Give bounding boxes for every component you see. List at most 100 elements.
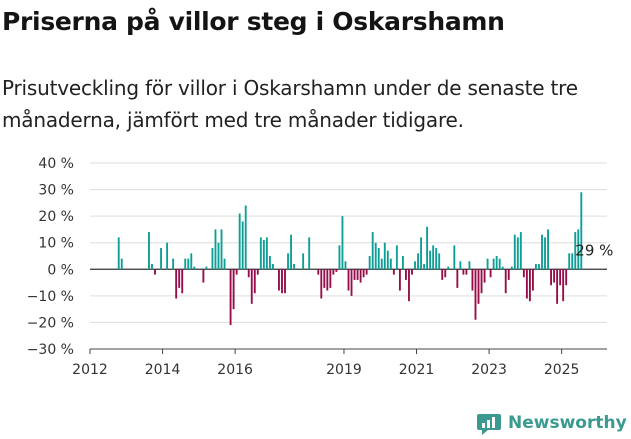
bar [513,234,516,270]
x-tick-label: 2025 [544,362,580,378]
bar [175,269,178,299]
bar [535,263,537,270]
bar [507,269,510,280]
bar [244,205,247,270]
bar [205,266,208,270]
y-tick-label: 20 % [38,209,74,225]
bar [154,269,156,275]
bar [383,242,386,270]
bar-chart: 40 % 30 % 20 % 10 % 0 % −10 % −20 % −30 % 2012 20… [27,156,614,378]
bar [447,266,450,270]
y-tick-label: 40 % [38,156,74,172]
bar [577,229,580,270]
bar [181,269,184,294]
bar [308,237,311,270]
bar [151,263,153,270]
y-tick-label: −30 % [27,342,74,358]
bar [392,269,395,275]
bar [405,269,407,280]
bar [338,245,341,270]
bar [398,269,401,291]
bar [293,263,296,270]
x-tick-label: 2023 [471,362,507,378]
bar [453,245,456,270]
bar [281,269,283,294]
bar [190,253,193,270]
bar [377,248,380,270]
bar [553,269,556,283]
bar [284,269,286,294]
bar [522,269,525,278]
bar [492,258,495,270]
bar [389,258,392,270]
bar [347,269,350,291]
bar [178,269,181,288]
bar [580,192,583,270]
bar [268,256,271,270]
brand-footer: Newsworthy [476,409,627,437]
bar [559,269,562,286]
bar [395,245,398,270]
bar [519,232,522,270]
x-tick-label: 2012 [72,362,108,378]
bar [247,269,250,278]
bar [356,269,359,280]
bar [541,234,543,270]
bar [362,269,365,278]
bar [547,229,549,270]
bar [359,269,362,283]
bar [444,269,447,278]
bar [256,269,259,275]
y-tick-label: 30 % [38,183,74,199]
bar [462,269,465,275]
brand-name: Newsworthy [508,413,627,433]
bar [435,248,438,270]
bar [565,269,568,286]
bar [401,256,404,270]
bar [423,263,426,270]
bar [202,269,205,283]
bar [262,240,265,270]
bar [510,266,513,270]
bar [329,269,332,288]
bar [287,253,289,270]
bar [278,269,280,291]
chart-title: Priserna på villor steg i Oskarshamn [2,7,505,36]
bar [459,261,462,270]
bar [483,269,486,283]
bar [214,229,217,270]
bar [468,261,471,270]
bar [117,237,120,270]
bar [302,253,305,270]
y-tick-label: −20 % [27,315,74,331]
bar [574,232,577,270]
bar [220,229,223,270]
y-tick-label: 10 % [38,236,74,252]
bar [498,258,501,270]
newsworthy-logo-icon [477,414,501,435]
bar [474,269,477,320]
bar [341,216,344,270]
bar [441,269,444,280]
bar [438,253,441,270]
bar [501,266,504,270]
bar [326,269,329,291]
bar [290,234,292,270]
bar [414,261,416,270]
x-tick-label: 2016 [217,362,253,378]
bar [531,269,534,291]
bar [253,269,256,294]
bar [465,269,468,275]
bar [556,269,559,304]
bar [211,248,214,270]
bar [148,232,150,270]
bar [332,269,335,275]
x-tick-label: 2021 [399,362,435,378]
bar [489,269,492,278]
latest-value-label: 29 % [575,241,613,259]
bar [317,269,320,275]
bar [432,245,435,270]
bar [420,237,422,270]
bar [235,269,238,275]
bar [456,269,459,288]
